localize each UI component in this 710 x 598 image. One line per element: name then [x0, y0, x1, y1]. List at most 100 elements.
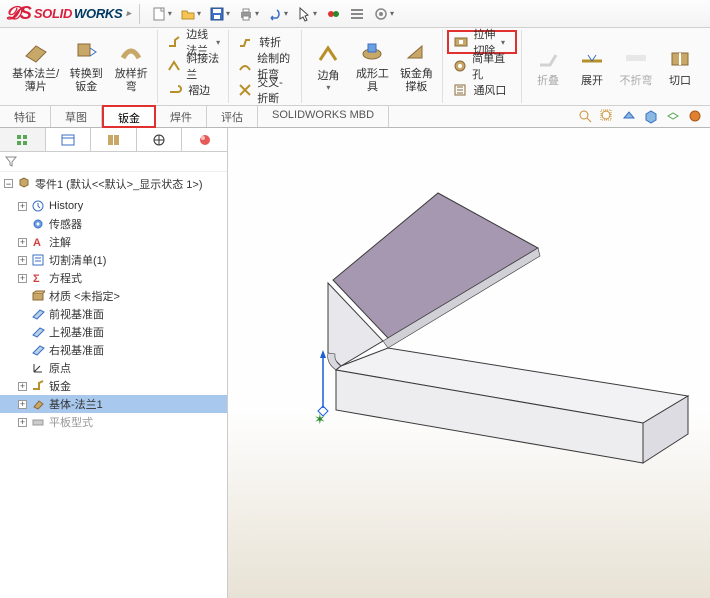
save-icon	[209, 6, 225, 22]
mat-icon	[30, 288, 46, 304]
miter-flange-button[interactable]: 斜接法兰	[162, 54, 224, 78]
tree-item-label: History	[49, 200, 83, 212]
main-area: − 零件1 (默认<<默认>_显示状态 1>) +History传感器+A注解+…	[0, 128, 710, 598]
vent-button[interactable]: 通风口	[447, 78, 517, 102]
tree-item-annotations[interactable]: +A注解	[0, 233, 227, 251]
expand-icon[interactable]: +	[18, 256, 27, 265]
options-icon	[349, 6, 365, 22]
rebuild-icon	[325, 6, 341, 22]
fm-tab-config[interactable]	[91, 128, 137, 151]
tab-weldments[interactable]: 焊件	[156, 106, 207, 127]
separator	[139, 4, 140, 24]
display-style-icon[interactable]	[642, 107, 660, 125]
expand-icon[interactable]: +	[18, 382, 27, 391]
base-flange-label: 基体法兰/薄片	[12, 68, 59, 94]
convert-sm-icon	[72, 38, 100, 66]
expand-icon[interactable]: +	[18, 418, 27, 427]
edges-icon	[314, 40, 342, 68]
gusset-button[interactable]: 钣金角撑板	[394, 30, 438, 102]
tree-item-material[interactable]: 材质 <未指定>	[0, 287, 227, 305]
simple-hole-icon	[451, 57, 468, 75]
appearance-icon[interactable]	[686, 107, 704, 125]
view-toolbar	[576, 107, 704, 125]
tree-item-base-flange-feat[interactable]: +基体-法兰1	[0, 395, 227, 413]
open-button[interactable]: ▾	[177, 4, 204, 24]
undo-button[interactable]: ▾	[264, 4, 291, 24]
settings-button[interactable]: ▾	[370, 4, 397, 24]
tree-item-sensors[interactable]: 传感器	[0, 215, 227, 233]
tree-item-label: 前视基准面	[49, 306, 104, 322]
select-button[interactable]: ▾	[293, 4, 320, 24]
tree-item-top-plane[interactable]: 上视基准面	[0, 323, 227, 341]
fold-button[interactable]: 折叠	[526, 30, 570, 102]
unfold-icon	[578, 45, 606, 73]
annot-icon: A	[30, 234, 46, 250]
miter-flange-icon	[166, 57, 182, 75]
save-button[interactable]: ▾	[206, 4, 233, 24]
zoom-area-icon[interactable]	[598, 107, 616, 125]
base-flange-button[interactable]: 基体法兰/薄片	[8, 30, 63, 102]
origin-icon	[30, 360, 46, 376]
tree-root[interactable]: − 零件1 (默认<<默认>_显示状态 1>)	[0, 172, 227, 195]
quick-access-toolbar: ▾ ▾ ▾ ▾ ▾ ▾ ▾	[148, 4, 397, 24]
graphics-viewport[interactable]: ✶	[228, 128, 710, 598]
rip-button[interactable]: 切口	[658, 30, 702, 102]
fm-tab-tree[interactable]	[0, 128, 46, 151]
lofted-bend-button[interactable]: 放样折弯	[109, 30, 153, 102]
tree-item-right-plane[interactable]: 右视基准面	[0, 341, 227, 359]
tree-filter[interactable]	[0, 152, 227, 172]
convert-sm-button[interactable]: 转换到钣金	[63, 30, 109, 102]
root-expand-icon[interactable]: −	[4, 179, 13, 188]
tree-item-sheetmetal-feat[interactable]: +钣金	[0, 377, 227, 395]
hide-show-icon[interactable]	[664, 107, 682, 125]
tab-sketch[interactable]: 草图	[51, 106, 102, 127]
expand-icon[interactable]: +	[18, 238, 27, 247]
tree-item-history[interactable]: + History	[0, 197, 227, 215]
no-bends-button[interactable]: 不折弯	[614, 30, 658, 102]
rebuild-button[interactable]	[322, 4, 344, 24]
eq-icon: Σ	[30, 270, 46, 286]
plane-icon	[30, 306, 46, 322]
edges-button[interactable]: 边角▾	[306, 30, 350, 102]
feature-tree: + History 传感器+A注解+切割清单(1)+Σ方程式材质 <未指定>前视基准…	[0, 195, 227, 598]
cross-break-button[interactable]: 交叉-折断	[233, 78, 297, 102]
hem-button[interactable]: 褶边	[162, 78, 224, 102]
fold-label: 折叠	[537, 75, 559, 88]
expand-icon[interactable]: +	[18, 274, 27, 283]
view-orient-icon[interactable]	[620, 107, 638, 125]
undo-icon	[267, 6, 283, 22]
tree-item-origin[interactable]: 原点	[0, 359, 227, 377]
forming-tool-button[interactable]: 成形工具	[350, 30, 394, 102]
tree-item-cutlist[interactable]: +切割清单(1)	[0, 251, 227, 269]
no-bends-label: 不折弯	[620, 75, 653, 88]
cutlist-icon	[30, 252, 46, 268]
fm-tab-dimxpert[interactable]	[137, 128, 183, 151]
tab-features[interactable]: 特征	[0, 106, 51, 127]
tab-sheet-metal[interactable]: 钣金	[102, 105, 156, 128]
tree-item-front-plane[interactable]: 前视基准面	[0, 305, 227, 323]
tree-item-label: 传感器	[49, 216, 82, 232]
print-button[interactable]: ▾	[235, 4, 262, 24]
simple-hole-button[interactable]: 简单直孔	[447, 54, 517, 78]
ribbon-group-edges: 边线法兰▾ 斜接法兰 褶边	[158, 30, 229, 103]
new-icon	[151, 6, 167, 22]
tab-evaluate[interactable]: 评估	[207, 106, 258, 127]
tab-mbd[interactable]: SOLIDWORKS MBD	[258, 106, 389, 127]
ribbon-group-corners: 边角▾ 成形工具 钣金角撑板	[302, 30, 443, 103]
expand-icon[interactable]: +	[18, 202, 27, 211]
fm-tab-display[interactable]	[182, 128, 227, 151]
fm-tab-prop[interactable]	[46, 128, 92, 151]
cursor-icon	[296, 6, 312, 22]
hem-label: 褶边	[188, 82, 210, 98]
edges-label: 边角	[317, 70, 339, 83]
zoom-fit-icon[interactable]	[576, 107, 594, 125]
tree-item-flat-pattern[interactable]: +平板型式	[0, 413, 227, 431]
new-button[interactable]: ▾	[148, 4, 175, 24]
logo-dropdown-icon[interactable]: ▸	[126, 8, 131, 19]
options-button[interactable]	[346, 4, 368, 24]
expand-icon[interactable]: +	[18, 400, 27, 409]
sensor-icon	[30, 216, 46, 232]
feature-manager: − 零件1 (默认<<默认>_显示状态 1>) +History传感器+A注解+…	[0, 128, 228, 598]
unfold-button[interactable]: 展开	[570, 30, 614, 102]
tree-item-equations[interactable]: +Σ方程式	[0, 269, 227, 287]
